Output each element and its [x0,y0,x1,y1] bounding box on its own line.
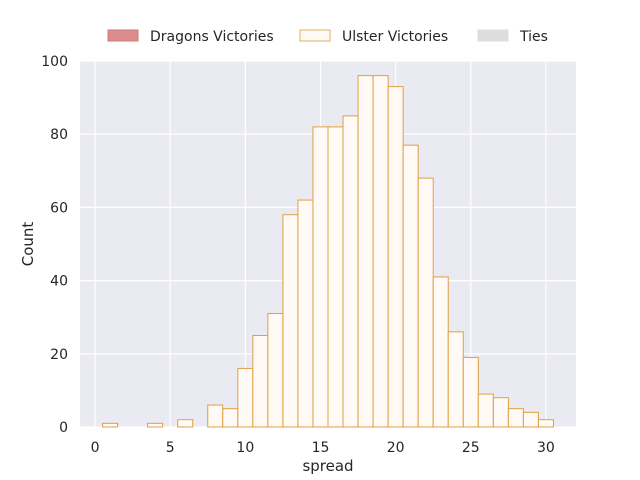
y-tick-label: 20 [50,347,68,363]
y-tick-label: 60 [50,200,68,216]
histogram-bar [282,214,299,428]
x-tick-label: 0 [91,440,100,456]
chart-legend: Dragons Victories Ulster Victories Ties [107,29,548,45]
x-tick-label: 30 [537,440,555,456]
y-tick-label: 100 [41,54,68,70]
legend-label: Ulster Victories [342,29,448,45]
histogram-bar [537,419,554,428]
histogram-bar [462,356,479,428]
histogram-bar [402,144,419,428]
histogram-bar [102,422,119,428]
x-tick-label: 20 [387,440,405,456]
histogram-bar [312,126,329,428]
y-tick-label: 80 [50,127,68,143]
histogram-bar [222,408,239,428]
histogram-bar [177,419,194,428]
histogram-bar [447,331,464,428]
legend-swatch [107,29,139,42]
legend-swatch [299,29,331,42]
histogram-bar [372,75,389,428]
histogram-bar [507,408,524,428]
histogram-bar [267,313,284,428]
histogram-bar [147,422,164,428]
histogram-bar [207,404,224,428]
histogram-bar [237,367,254,428]
histogram-bar [417,177,434,428]
histogram-bar [252,335,269,428]
legend-swatch [477,29,509,42]
y-axis-ticks: 0 20 40 60 80 100 [41,54,68,436]
histogram-bar [432,276,449,428]
x-tick-label: 25 [462,440,480,456]
y-tick-label: 40 [50,274,68,290]
x-axis-label: spread [302,457,353,475]
histogram-bar [327,126,344,428]
x-tick-label: 15 [312,440,330,456]
histogram-bar [387,86,404,428]
histogram-bar [492,397,509,428]
histogram-bar [477,393,494,428]
histogram-bar [357,75,374,428]
x-tick-label: 10 [236,440,254,456]
y-axis-label: Count [19,222,37,267]
legend-label: Dragons Victories [150,29,274,45]
x-axis-ticks: 0 5 10 15 20 25 30 [91,440,555,456]
histogram-bar [342,115,359,428]
histogram-bar [297,199,314,428]
legend-label: Ties [519,29,548,45]
x-tick-label: 5 [166,440,175,456]
histogram-bar [522,411,539,428]
y-tick-label: 0 [59,420,68,436]
bars [102,75,554,428]
